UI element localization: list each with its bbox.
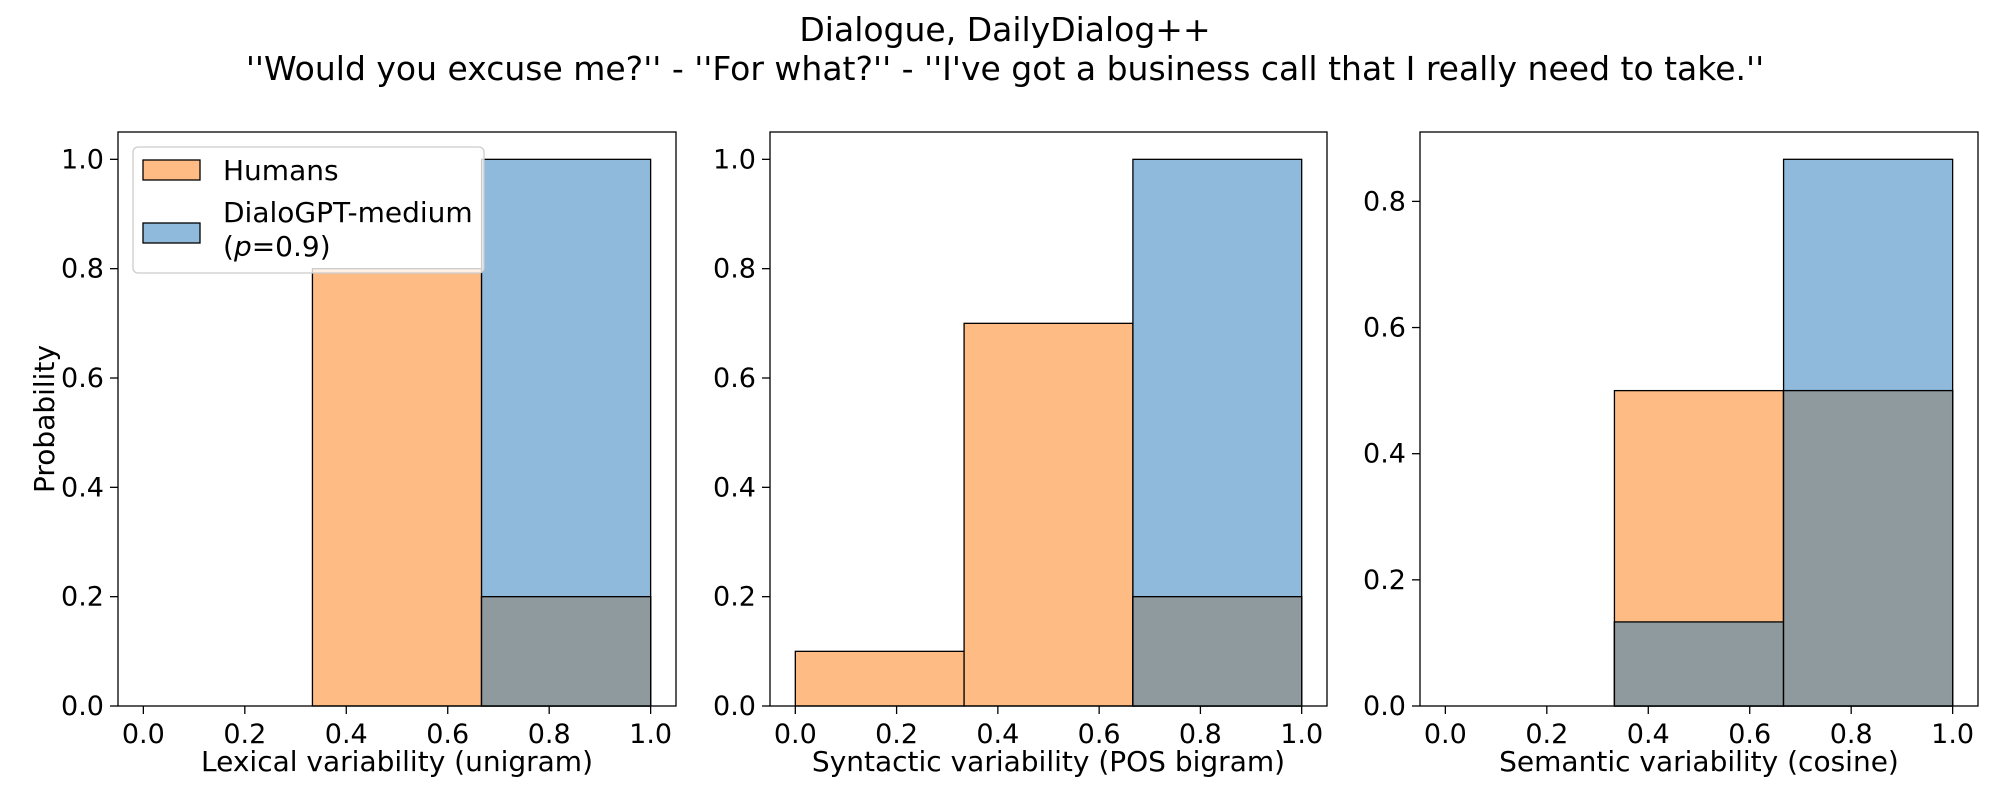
x-tick-label: 1.0 bbox=[1280, 719, 1323, 750]
x-tick-label: 0.8 bbox=[1830, 719, 1873, 750]
legend-swatch-humans bbox=[142, 159, 201, 181]
x-tick-label: 0.4 bbox=[1627, 719, 1670, 750]
y-tick-label: 0.4 bbox=[713, 472, 756, 503]
x-tick-label: 0.6 bbox=[1078, 719, 1121, 750]
y-tick-label: 0.8 bbox=[61, 254, 104, 285]
overlap-bar-3 bbox=[480, 596, 652, 707]
legend-swatch-model bbox=[142, 222, 201, 244]
legend-box bbox=[132, 146, 485, 274]
legend-label-model-line1: DialoGPT-medium bbox=[223, 196, 473, 229]
overlap-bar-3 bbox=[1132, 596, 1303, 707]
x-tick-label: 1.0 bbox=[1931, 719, 1974, 750]
x-axis-label: Lexical variability (unigram) bbox=[201, 745, 593, 778]
axes-frame bbox=[1419, 131, 1979, 707]
chart-panels: 0.0 0.2 0.4 0.6 0.8 1.0 0.0 0.2 0.4 0.6 0.8 1.0 Lexi… bbox=[28, 131, 1979, 778]
y-tick-label: 0.2 bbox=[1363, 565, 1406, 596]
chart-panel-2: 0.0 0.2 0.4 0.6 0.8 1.00.00.20.40.60.81.0Synt… bbox=[713, 131, 1328, 778]
x-tick-label: 0.0 bbox=[774, 719, 817, 750]
humans-bar-2 bbox=[311, 268, 483, 707]
figure-subtitle: ''Would you excuse me?'' - ''For what?''… bbox=[246, 49, 1764, 88]
chart-panel-1: 0.0 0.2 0.4 0.6 0.8 1.0 0.0 0.2 0.4 0.6 0.8 1.0 Lexi… bbox=[28, 131, 677, 778]
x-tick-label: 0.4 bbox=[976, 719, 1019, 750]
figure-title: Dialogue, DailyDialog++ bbox=[799, 10, 1210, 49]
x-tick-label: 0.2 bbox=[1525, 719, 1568, 750]
x-tick-label: 0.8 bbox=[1179, 719, 1222, 750]
x-tick-label: 1.0 bbox=[629, 719, 672, 750]
y-tick-label: 0.0 bbox=[1363, 691, 1406, 722]
x-tick-label: 0.6 bbox=[1728, 719, 1771, 750]
axes-frame bbox=[769, 131, 1328, 707]
y-tick-label: 0.8 bbox=[1363, 186, 1406, 217]
legend-label-model-line2: (p=0.9) bbox=[223, 230, 331, 263]
legend-label-humans: Humans bbox=[223, 154, 339, 187]
y-tick-label: 0.2 bbox=[713, 582, 756, 613]
humans-bar-1 bbox=[794, 650, 965, 707]
x-axis-label: Syntactic variability (POS bigram) bbox=[812, 745, 1285, 778]
y-tick-label: 0.6 bbox=[1363, 313, 1406, 344]
overlap-bar-3 bbox=[1782, 389, 1954, 707]
x-tick-label: 0.0 bbox=[122, 719, 165, 750]
x-tick-label: 0.2 bbox=[223, 719, 266, 750]
x-tick-label: 0.4 bbox=[325, 719, 368, 750]
y-tick-label: 1.0 bbox=[61, 144, 104, 175]
x-tick-label: 0.6 bbox=[426, 719, 469, 750]
y-axis-label: Probability bbox=[28, 345, 61, 493]
y-tick-label: 0.4 bbox=[61, 472, 104, 503]
chart-panel-3: 0.0 0.2 0.4 0.6 0.8 1.00.00.20.40.60.8Semanti… bbox=[1363, 131, 1979, 778]
x-tick-label: 0.8 bbox=[528, 719, 571, 750]
y-tick-label: 0.0 bbox=[61, 691, 104, 722]
y-tick-label: 0.0 bbox=[713, 691, 756, 722]
y-tick-label: 0.2 bbox=[61, 582, 104, 613]
axes-frame bbox=[117, 131, 677, 707]
x-axis-label: Semantic variability (cosine) bbox=[1499, 745, 1899, 778]
y-tick-label: 0.8 bbox=[713, 254, 756, 285]
x-tick-label: 0.0 bbox=[1424, 719, 1467, 750]
y-tick-label: 0.6 bbox=[61, 363, 104, 394]
overlap-bar-2 bbox=[1613, 621, 1785, 707]
x-tick-label: 0.2 bbox=[875, 719, 918, 750]
legend: Humans DialoGPT-medium(p=0.9) bbox=[132, 146, 485, 274]
y-tick-label: 1.0 bbox=[713, 144, 756, 175]
y-tick-label: 0.6 bbox=[713, 363, 756, 394]
humans-bar-2 bbox=[963, 322, 1134, 707]
y-tick-label: 0.4 bbox=[1363, 439, 1406, 470]
